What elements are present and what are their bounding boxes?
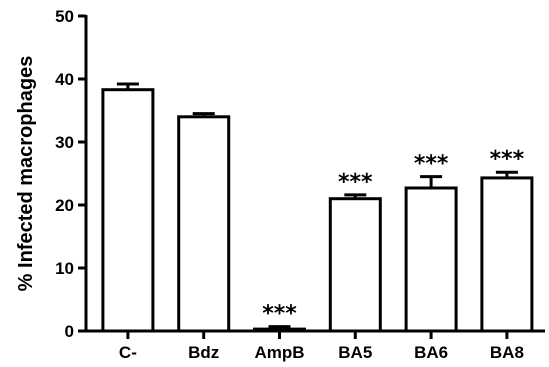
- x-tick-label: AmpB: [254, 343, 304, 362]
- bar-ba6: [404, 186, 458, 333]
- y-axis: 0 10 20 30 40 50: [55, 7, 88, 341]
- x-tick-label: C-: [119, 343, 137, 362]
- y-tick-label: 10: [55, 259, 74, 278]
- bar-c: [101, 88, 155, 333]
- significance-label: ***: [262, 302, 297, 327]
- bar-bdz: [177, 115, 231, 333]
- x-tick-label: BA5: [338, 343, 372, 362]
- bar-ba8: [480, 176, 534, 333]
- bars: *** *** *** ***: [101, 82, 534, 333]
- x-tick-label: BA8: [490, 343, 524, 362]
- y-tick-label: 40: [55, 70, 74, 89]
- x-tick-label: Bdz: [188, 343, 219, 362]
- y-tick-label: 20: [55, 196, 74, 215]
- significance-label: ***: [414, 152, 449, 177]
- significance-label: ***: [490, 147, 525, 172]
- y-axis-label: % Infected macrophages: [15, 56, 37, 292]
- y-tick-label: 30: [55, 133, 74, 152]
- y-tick-label: 50: [55, 7, 74, 26]
- x-tick-label: BA6: [414, 343, 448, 362]
- significance-label: ***: [338, 170, 373, 195]
- bar-ba5: [328, 197, 382, 333]
- bar-ampb: [253, 327, 306, 333]
- y-tick-label: 0: [65, 322, 74, 341]
- x-axis: C- Bdz AmpB BA5 BA6 BA8: [84, 329, 545, 362]
